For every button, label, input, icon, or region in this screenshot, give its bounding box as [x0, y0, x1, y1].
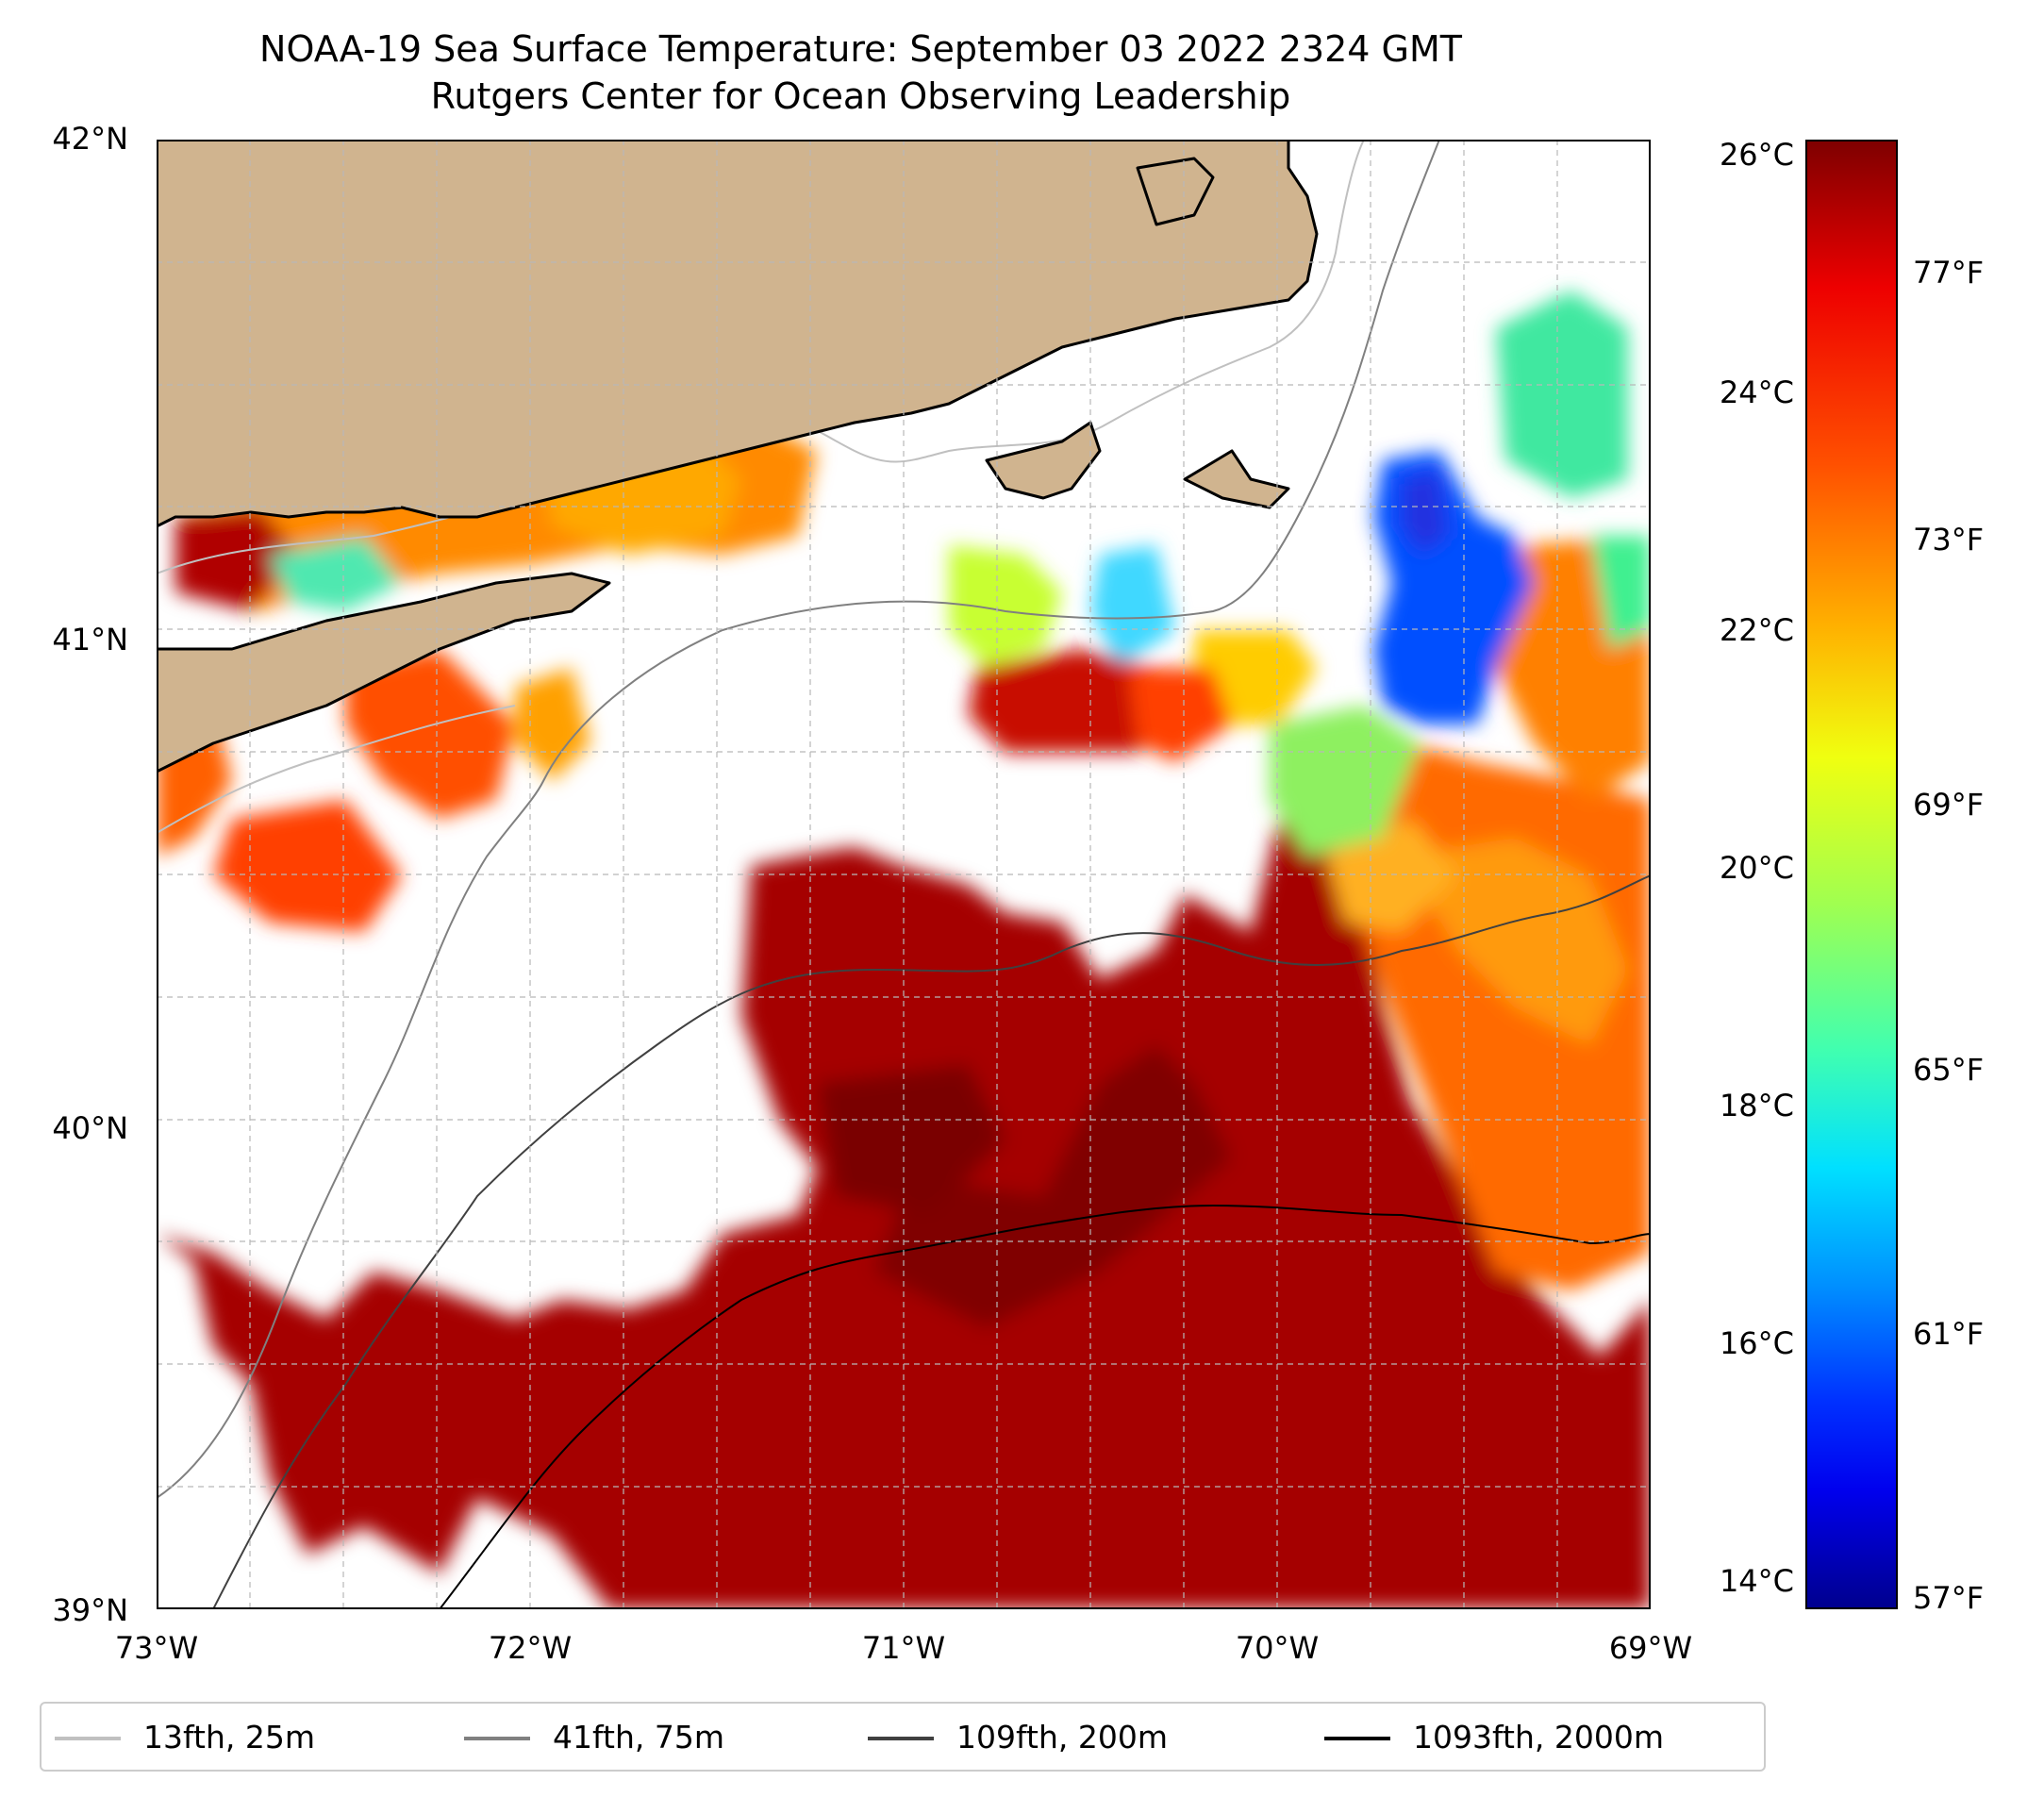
colorbar-tick-c-20: 20°C	[1719, 850, 1794, 886]
map-title: NOAA-19 Sea Surface Temperature: Septemb…	[259, 28, 1462, 70]
sst-map	[157, 140, 1651, 1609]
colorbar-tick-c-14: 14°C	[1719, 1563, 1794, 1599]
legend-line-2000m	[1324, 1737, 1390, 1740]
contour-25m	[157, 140, 1365, 574]
colorbar-tick-c-16: 16°C	[1719, 1325, 1794, 1361]
colorbar-tick-f-65: 65°F	[1913, 1052, 1985, 1088]
colorbar-tick-f-69: 69°F	[1913, 787, 1985, 823]
legend-label: 1093fth, 2000m	[1413, 1719, 1664, 1755]
contour-legend: 13fth, 25m 41fth, 75m 109fth, 200m 1093f…	[40, 1702, 1766, 1772]
colorbar-tick-c-24: 24°C	[1719, 374, 1794, 410]
legend-label: 109fth, 200m	[956, 1719, 1168, 1755]
contour-25m-2	[157, 705, 516, 834]
contour-75m	[157, 140, 1440, 1499]
lat-tick-41: 41°N	[52, 622, 128, 657]
legend-line-200m	[868, 1737, 934, 1740]
lon-tick-72: 72°W	[488, 1630, 573, 1666]
colorbar	[1805, 140, 1898, 1609]
contour-2000m	[439, 1205, 1651, 1609]
map-subtitle: Rutgers Center for Ocean Observing Leade…	[430, 75, 1291, 117]
lon-tick-71: 71°W	[861, 1630, 946, 1666]
lon-tick-73: 73°W	[114, 1630, 199, 1666]
legend-line-75m	[464, 1737, 530, 1740]
colorbar-tick-f-77: 77°F	[1913, 255, 1985, 291]
lat-tick-42: 42°N	[52, 121, 128, 157]
colorbar-tick-f-57: 57°F	[1913, 1580, 1985, 1616]
colorbar-tick-c-22: 22°C	[1719, 612, 1794, 648]
contour-200m	[212, 874, 1651, 1609]
lat-tick-40: 40°N	[52, 1110, 128, 1146]
legend-label: 41fth, 75m	[553, 1719, 724, 1755]
land	[157, 140, 1319, 774]
lon-tick-69: 69°W	[1608, 1630, 1693, 1666]
lon-tick-70: 70°W	[1235, 1630, 1320, 1666]
legend-line-25m	[55, 1737, 121, 1740]
colorbar-tick-f-73: 73°F	[1913, 522, 1985, 557]
colorbar-tick-c-26: 26°C	[1719, 137, 1794, 173]
colorbar-tick-c-18: 18°C	[1719, 1088, 1794, 1123]
lat-tick-39: 39°N	[52, 1592, 128, 1628]
legend-label: 13fth, 25m	[143, 1719, 315, 1755]
colorbar-tick-f-61: 61°F	[1913, 1316, 1985, 1352]
gridlines	[157, 140, 1651, 1609]
